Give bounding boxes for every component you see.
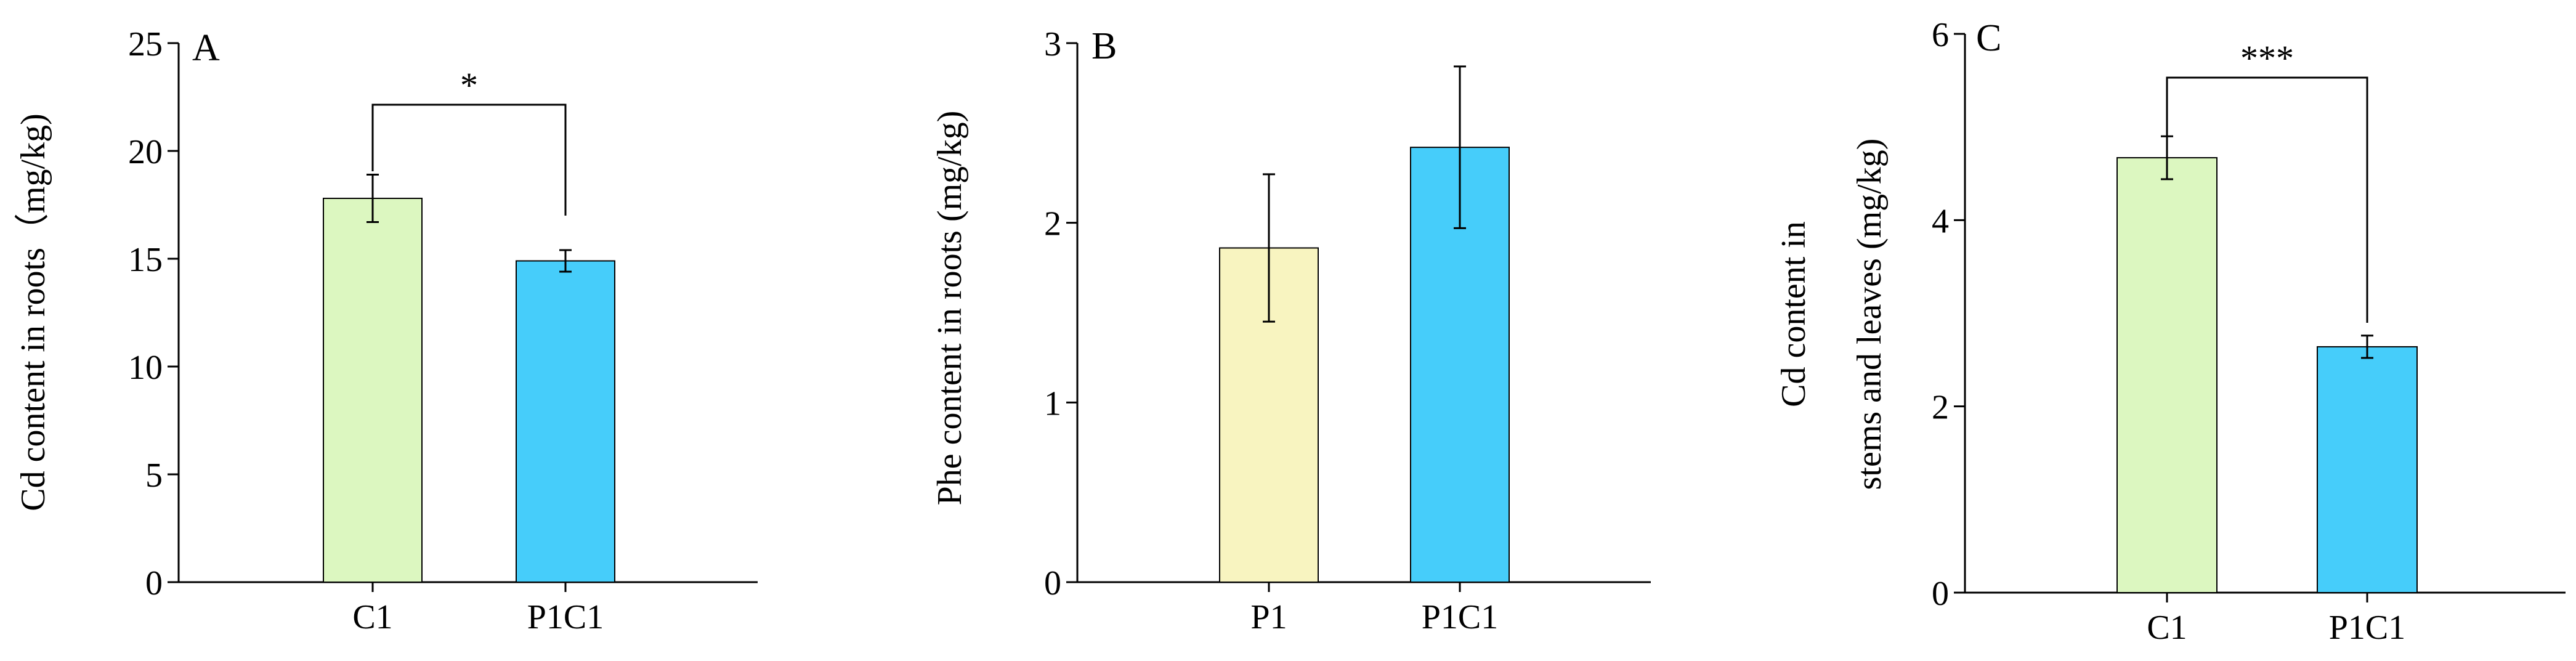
y-axis-title: Phe content in roots (mg/kg) [931,111,969,506]
y-tick-label: 1 [1044,384,1061,423]
y-axis-title: stems and leaves (mg/kg) [1850,139,1889,490]
y-axis-title: Cd content in [1775,221,1813,407]
y-tick-label: 0 [1044,564,1061,602]
y-tick-label: 2 [1932,389,1949,427]
y-tick-label: 0 [1932,575,1949,613]
y-tick-label: 3 [1044,25,1061,63]
x-tick-label: P1 [1250,598,1287,636]
y-axis-title: Cd content in roots（mg/kg) [14,113,52,511]
y-tick-label: 15 [128,241,163,279]
x-tick-label: C1 [352,598,392,636]
bar [2116,157,2218,593]
bar [2317,346,2418,593]
y-tick-label: 6 [1932,16,1949,54]
y-tick-label: 2 [1044,205,1061,243]
x-tick-label: P1C1 [2329,609,2406,647]
panel-letter: B [1092,25,1117,67]
significance-bracket [371,103,567,216]
significance-label: *** [2240,38,2294,78]
bar [323,198,423,583]
panel-letter: A [192,27,220,69]
y-tick-label: 20 [128,133,163,171]
x-tick-label: P1C1 [1422,598,1499,636]
y-tick-label: 5 [145,456,163,495]
x-tick-label: C1 [2147,609,2187,647]
y-tick-label: 10 [128,349,163,387]
bar [516,260,615,583]
y-tick-label: 0 [145,564,163,602]
y-tick-label: 25 [128,25,163,63]
panel-a: 0 5 10 15 20 25 A Cd content in roots（mg/kg) C1 P… [14,25,758,636]
panel-b: 0 1 2 3 B Phe content in roots (mg/kg) P1 P1C1 [931,25,1651,636]
significance-bracket [2166,76,2368,323]
significance-label: * [460,65,478,105]
y-tick-label: 4 [1932,202,1949,240]
panel-c: 0 2 4 6 C Cd content in stems and leaves (mg/k… [1775,16,2566,647]
panel-letter: C [1976,17,2001,59]
x-tick-label: P1C1 [527,598,604,636]
